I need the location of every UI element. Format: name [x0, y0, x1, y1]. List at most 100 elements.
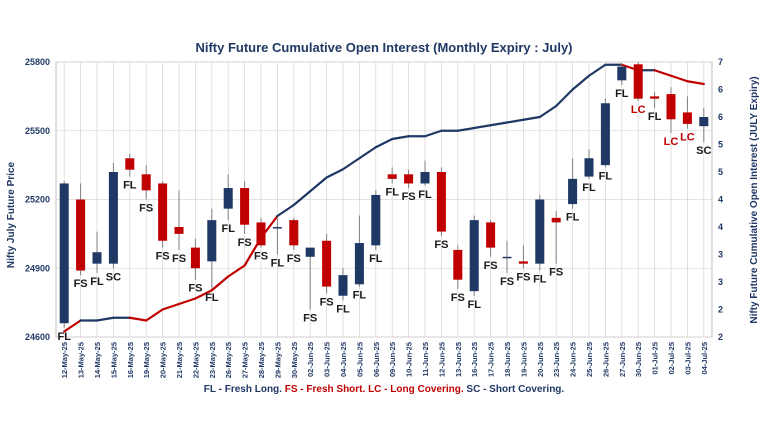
- x-tick-label: 18-Jun-25: [503, 342, 512, 377]
- oi-position-label: LC: [664, 136, 679, 148]
- oi-position-label: FL: [336, 303, 350, 315]
- oi-line-segment: [653, 69, 673, 77]
- x-tick-label: 12-May-25: [60, 342, 69, 378]
- oi-line-segment: [194, 289, 213, 300]
- y-tick-right: 3: [718, 250, 723, 260]
- oi-line-segment: [423, 129, 443, 138]
- x-tick-label: 23-May-25: [208, 342, 217, 378]
- x-tick-label: 02-Jul-25: [667, 342, 676, 375]
- oi-position-label: SC: [696, 145, 711, 157]
- y-tick-right: 5: [718, 140, 723, 150]
- candle-body: [436, 172, 446, 232]
- oi-line-segment: [63, 319, 82, 333]
- candle-body: [453, 249, 463, 280]
- y-tick-left: 24600: [25, 332, 50, 342]
- legend: FL - Fresh Long. FS - Fresh Short. LC - …: [204, 384, 565, 395]
- oi-position-label: FS: [156, 251, 170, 263]
- oi-line-segment: [587, 63, 607, 77]
- oi-line-segment: [95, 316, 115, 322]
- candle-body: [322, 240, 332, 287]
- candle-body: [404, 174, 414, 184]
- candle-body: [125, 158, 135, 170]
- oi-position-label: FL: [467, 299, 481, 311]
- candle-body: [502, 256, 512, 259]
- oi-position-label: FS: [254, 251, 268, 263]
- candle-body: [666, 94, 676, 120]
- legend-entry: FL - Fresh Long.: [204, 384, 282, 395]
- x-tick-label: 16-Jun-25: [470, 342, 479, 377]
- oi-line-segment: [145, 308, 164, 322]
- oi-line-segment: [686, 80, 705, 86]
- candle-body: [682, 112, 692, 124]
- oi-position-label: FL: [582, 182, 596, 194]
- grid: [55, 61, 713, 338]
- oi-position-label: FL: [385, 186, 399, 198]
- oi-position-label: FS: [188, 283, 202, 295]
- oi-position-label: FS: [484, 260, 498, 272]
- candle-body: [76, 199, 86, 271]
- oi-position-label: FS: [402, 191, 416, 203]
- candle-body: [617, 66, 627, 81]
- y-axis-label-left: Nifty July Future Price: [6, 161, 17, 268]
- y-tick-right: 3: [718, 277, 723, 287]
- x-tick-label: 30-May-25: [290, 342, 299, 378]
- oi-position-label: LC: [631, 104, 646, 116]
- candle-body: [551, 217, 561, 223]
- y-tick-right: 5: [718, 167, 723, 177]
- x-tick-label: 05-Jun-25: [355, 342, 364, 377]
- oi-position-label: FL: [533, 274, 547, 286]
- x-tick-label: 19-Jun-25: [519, 342, 528, 377]
- candle-body: [699, 117, 709, 127]
- oi-line-segment: [210, 275, 230, 292]
- legend-entry: SC - Short Covering.: [464, 384, 565, 395]
- oi-line-segment: [374, 137, 394, 149]
- candle-body: [650, 96, 660, 99]
- y-tick-right: 6: [718, 112, 723, 122]
- oi-position-label: FL: [566, 212, 580, 224]
- oi-line-segment: [473, 124, 492, 130]
- x-tick-label: 03-Jun-25: [323, 342, 332, 377]
- x-tick-label: 09-Jun-25: [388, 342, 397, 377]
- candle-body: [256, 222, 266, 246]
- oi-line-segment: [309, 176, 328, 193]
- candle-body: [420, 172, 430, 184]
- oi-position-label: FS: [516, 271, 530, 283]
- oi-line-segment: [456, 126, 476, 132]
- oi-position-label: FS: [172, 253, 186, 265]
- oi-line-segment: [358, 146, 377, 160]
- oi-position-label: FL: [599, 170, 613, 182]
- x-tick-label: 24-Jun-25: [569, 342, 578, 377]
- oi-position-label: FL: [369, 253, 383, 265]
- oi-line-segment: [669, 74, 689, 83]
- oi-position-label: FL: [90, 276, 104, 288]
- oi-position-label: FS: [139, 203, 153, 215]
- x-tick-label: 20-May-25: [159, 342, 168, 378]
- oi-position-label: FS: [451, 292, 465, 304]
- oi-line-segment: [177, 297, 197, 306]
- oi-position-label: FL: [648, 111, 662, 123]
- candle-body: [486, 222, 496, 248]
- x-tick-label: 04-Jun-25: [339, 342, 348, 377]
- candle-body: [272, 227, 282, 229]
- oi-position-label: FS: [303, 313, 317, 325]
- candle-body: [223, 188, 233, 209]
- oi-line-segment: [522, 115, 541, 121]
- x-tick-label: 06-Jun-25: [372, 342, 381, 377]
- oi-position-label: FS: [287, 253, 301, 265]
- oi-line-segment: [555, 88, 574, 108]
- candle-body: [584, 158, 594, 177]
- y-tick-left: 25500: [25, 126, 50, 136]
- candle-body: [338, 275, 348, 296]
- oi-line-segment: [128, 316, 148, 322]
- y-tick-left: 24900: [25, 263, 50, 273]
- y-tick-right: 7: [718, 57, 723, 67]
- x-tick-label: 22-May-25: [191, 342, 200, 378]
- legend-entry: LC - Long Covering.: [365, 384, 464, 395]
- oi-position-label: FL: [221, 223, 235, 235]
- y-tick-left: 25800: [25, 57, 50, 67]
- x-tick-label: 27-Jun-25: [618, 342, 627, 377]
- candle-body: [207, 220, 217, 262]
- y-axis-label-right: Nifty Future Cumulative Open Interest (J…: [749, 76, 760, 323]
- x-tick-label: 10-Jun-25: [405, 342, 414, 377]
- x-tick-label: 17-Jun-25: [487, 342, 496, 377]
